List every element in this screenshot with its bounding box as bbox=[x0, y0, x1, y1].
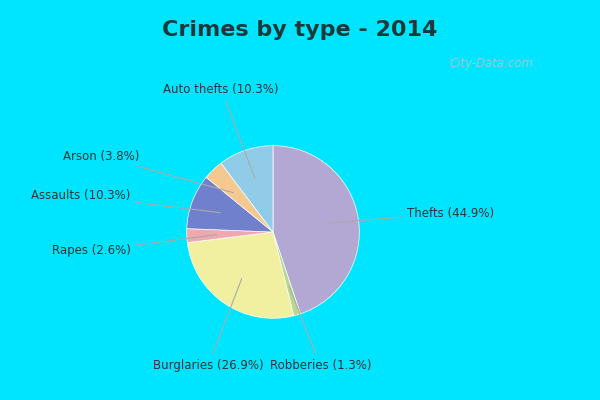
Text: Auto thefts (10.3%): Auto thefts (10.3%) bbox=[163, 83, 279, 179]
Text: Rapes (2.6%): Rapes (2.6%) bbox=[52, 235, 217, 258]
Wedge shape bbox=[206, 163, 273, 232]
Wedge shape bbox=[187, 177, 273, 232]
Text: City-Data.com: City-Data.com bbox=[450, 58, 534, 70]
Text: Arson (3.8%): Arson (3.8%) bbox=[63, 150, 233, 193]
Text: Thefts (44.9%): Thefts (44.9%) bbox=[329, 206, 494, 223]
Text: Robberies (1.3%): Robberies (1.3%) bbox=[270, 286, 371, 372]
Wedge shape bbox=[273, 232, 301, 316]
Text: Burglaries (26.9%): Burglaries (26.9%) bbox=[153, 279, 263, 372]
Text: Crimes by type - 2014: Crimes by type - 2014 bbox=[163, 20, 437, 40]
Wedge shape bbox=[221, 146, 273, 232]
Wedge shape bbox=[187, 229, 273, 243]
Wedge shape bbox=[273, 146, 359, 314]
Wedge shape bbox=[187, 232, 293, 318]
Text: Assaults (10.3%): Assaults (10.3%) bbox=[31, 189, 220, 213]
